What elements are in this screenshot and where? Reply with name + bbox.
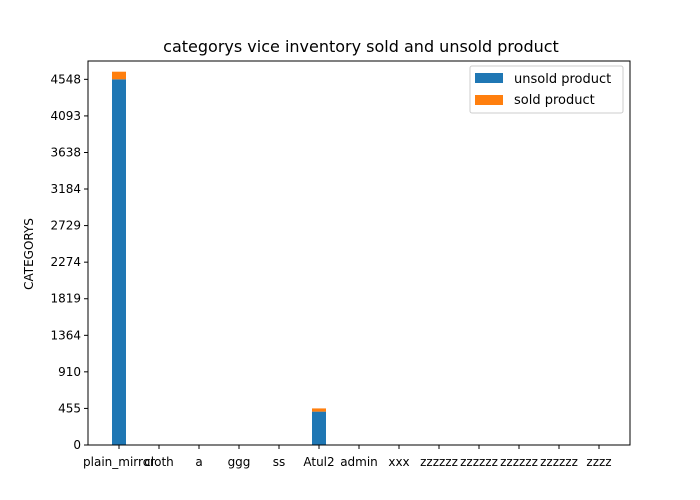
bar-sold-5 — [312, 408, 326, 412]
x-tick-label-9: zzzzzz — [460, 455, 498, 469]
bar-unsold-0 — [112, 79, 126, 445]
legend-swatch-unsold — [475, 73, 503, 83]
x-tick-label-1: cloth — [144, 455, 174, 469]
x-tick-label-0: plain_mirror — [83, 455, 155, 469]
x-tick-label-12: zzzz — [586, 455, 611, 469]
chart-title: categorys vice inventory sold and unsold… — [163, 37, 559, 56]
bar-unsold-5 — [312, 411, 326, 445]
bar-sold-0 — [112, 71, 126, 80]
y-tick-label-1: 455 — [58, 401, 81, 415]
x-tick-label-5: Atul2 — [303, 455, 334, 469]
y-tick-label-7: 3184 — [50, 182, 81, 196]
x-tick-label-6: admin — [340, 455, 378, 469]
x-tick-label-3: ggg — [228, 455, 251, 469]
y-axis-title: CATEGORYS — [22, 218, 36, 290]
y-tick-label-0: 0 — [73, 438, 81, 452]
y-tick-label-5: 2274 — [50, 255, 81, 269]
legend-label-unsold: unsold product — [514, 72, 611, 87]
y-axis-ticks: 0 455 910 1364 1819 2274 2729 3184 3638 4093 4548 — [50, 72, 88, 452]
x-tick-label-2: a — [195, 455, 202, 469]
y-tick-label-6: 2729 — [50, 219, 81, 233]
legend-swatch-sold — [475, 95, 503, 105]
bars-group — [112, 71, 326, 445]
y-tick-label-4: 1819 — [50, 292, 81, 306]
x-tick-label-11: zzzzzz — [540, 455, 578, 469]
x-tick-label-8: zzzzzz — [420, 455, 458, 469]
y-tick-label-10: 4548 — [50, 72, 81, 86]
y-tick-label-8: 3638 — [50, 145, 81, 159]
x-tick-label-4: ss — [273, 455, 286, 469]
legend: unsold product sold product — [469, 65, 624, 114]
legend-box — [469, 65, 624, 114]
y-tick-label-2: 910 — [58, 365, 81, 379]
x-tick-label-7: xxx — [388, 455, 409, 469]
y-tick-label-3: 1364 — [50, 328, 81, 342]
y-tick-label-9: 4093 — [50, 109, 81, 123]
x-tick-label-10: zzzzzz — [500, 455, 538, 469]
legend-label-sold: sold product — [514, 93, 595, 108]
